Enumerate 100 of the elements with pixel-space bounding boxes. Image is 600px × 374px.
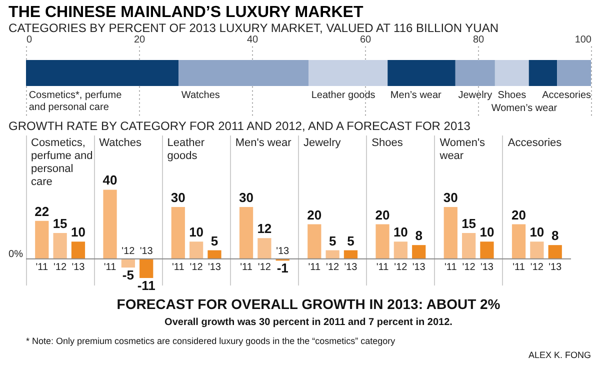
bar — [35, 220, 49, 259]
text: FORECAST FOR OVERALL GROWTH IN 2013: ABOUT 2% — [116, 296, 501, 312]
text: '13 — [412, 262, 426, 273]
data-label: 10 — [393, 224, 408, 240]
data-label: 10 — [530, 224, 544, 240]
series-label: Accesories — [542, 90, 591, 101]
bar — [548, 245, 562, 259]
x-tick-label: Jewelry — [304, 137, 342, 149]
data-label: 30 — [443, 190, 458, 206]
bar — [171, 207, 185, 259]
bar — [53, 232, 67, 259]
bar — [140, 258, 154, 278]
text: '11 — [376, 262, 389, 273]
text: '12 — [190, 262, 203, 273]
data-label: 20 — [375, 207, 390, 222]
x-tick-label: Cosmetics, perfume and personal care — [31, 137, 93, 188]
data-label: 30 — [239, 190, 254, 206]
data-label: 20 — [307, 207, 322, 222]
x-tick-label: 40 — [246, 34, 258, 46]
x-tick-label: Shoes — [372, 137, 404, 149]
text: '11 — [308, 262, 321, 273]
bar — [26, 60, 179, 86]
data-label: 22 — [34, 204, 50, 219]
bar — [388, 60, 456, 86]
text: '13 — [208, 262, 222, 273]
text: ALEX K. FONG — [528, 350, 591, 360]
series-label: Cosmetics*, perfume and personal care — [28, 90, 122, 113]
bar — [71, 242, 86, 259]
series-label: Men’s wear — [390, 90, 442, 101]
series-label: Women’s wear — [491, 103, 558, 114]
data-label: 20 — [512, 207, 526, 222]
bar — [394, 242, 408, 259]
x-tick-label: Accesories — [508, 137, 562, 149]
bar — [557, 60, 591, 86]
series-label: '12 — [122, 246, 136, 257]
data-label: 15 — [462, 216, 476, 231]
text: '11 — [512, 262, 525, 273]
series-label: '13 — [140, 246, 154, 257]
bar — [376, 224, 390, 259]
bar — [455, 60, 495, 86]
data-label: 15 — [52, 216, 68, 231]
bar — [480, 242, 494, 259]
series-label: '11 — [36, 262, 48, 273]
text: '12 — [54, 262, 67, 273]
data-label: 8 — [415, 228, 422, 244]
series-label: Jewelry — [458, 90, 492, 101]
x-tick-label: 80 — [472, 34, 484, 46]
bar — [190, 242, 204, 259]
data-label: 10 — [70, 224, 86, 240]
text: '12 — [462, 262, 476, 273]
series-label: Watches — [181, 90, 220, 101]
data-label: -5 — [122, 268, 134, 283]
bar — [344, 250, 358, 259]
text: '13 — [480, 262, 494, 273]
data-label: 10 — [480, 224, 494, 240]
bar — [462, 232, 476, 259]
bar — [512, 224, 526, 259]
data-label: 5 — [347, 233, 354, 248]
x-tick-label: Leather goods — [167, 137, 205, 162]
bar — [308, 224, 322, 259]
data-label: 10 — [189, 224, 204, 240]
bar — [444, 207, 458, 259]
data-label: 12 — [257, 221, 272, 236]
data-label: -1 — [276, 260, 288, 276]
x-tick-label: 0 — [26, 34, 32, 46]
bar — [208, 250, 222, 259]
bar — [530, 242, 544, 259]
text: '12 — [530, 262, 544, 273]
data-label: 5 — [210, 233, 218, 248]
chart-title: GROWTH RATE BY CATEGORY FOR 2011 AND 2012, AND A FORECAST FOR 2013 — [8, 119, 471, 133]
text: '12 — [258, 262, 271, 273]
text: '11 — [104, 262, 116, 273]
text: '12 — [394, 262, 408, 273]
chart-title: THE CHINESE MAINLAND’S LUXURY MARKET — [8, 4, 364, 21]
data-label: 8 — [551, 228, 559, 244]
x-tick-label: Watches — [99, 137, 142, 149]
bar — [239, 207, 254, 259]
text: '13 — [344, 262, 358, 273]
text: '13 — [276, 246, 290, 257]
bar — [326, 250, 340, 259]
series-label: Leather goods — [311, 90, 376, 101]
bar — [178, 60, 308, 86]
x-tick-label: 20 — [134, 34, 146, 46]
text: '12 — [326, 262, 340, 273]
x-tick-label: Men's wear — [235, 137, 292, 149]
data-label: 40 — [102, 172, 118, 188]
text: '11 — [240, 262, 252, 273]
bar — [528, 60, 558, 86]
bar — [121, 258, 135, 268]
data-label: -11 — [137, 278, 156, 293]
bar — [308, 60, 388, 86]
text: '13 — [548, 262, 562, 273]
series-label: Shoes — [498, 90, 526, 101]
data-label: 30 — [170, 190, 186, 206]
x-tick-label: Women's wear — [438, 137, 486, 162]
bar — [258, 238, 272, 259]
text: '13 — [72, 262, 85, 273]
text: Overall growth was 30 percent in 2011 and 7 percent in 2012. — [164, 317, 453, 328]
x-tick-label: 60 — [360, 34, 372, 46]
bar — [412, 245, 426, 259]
